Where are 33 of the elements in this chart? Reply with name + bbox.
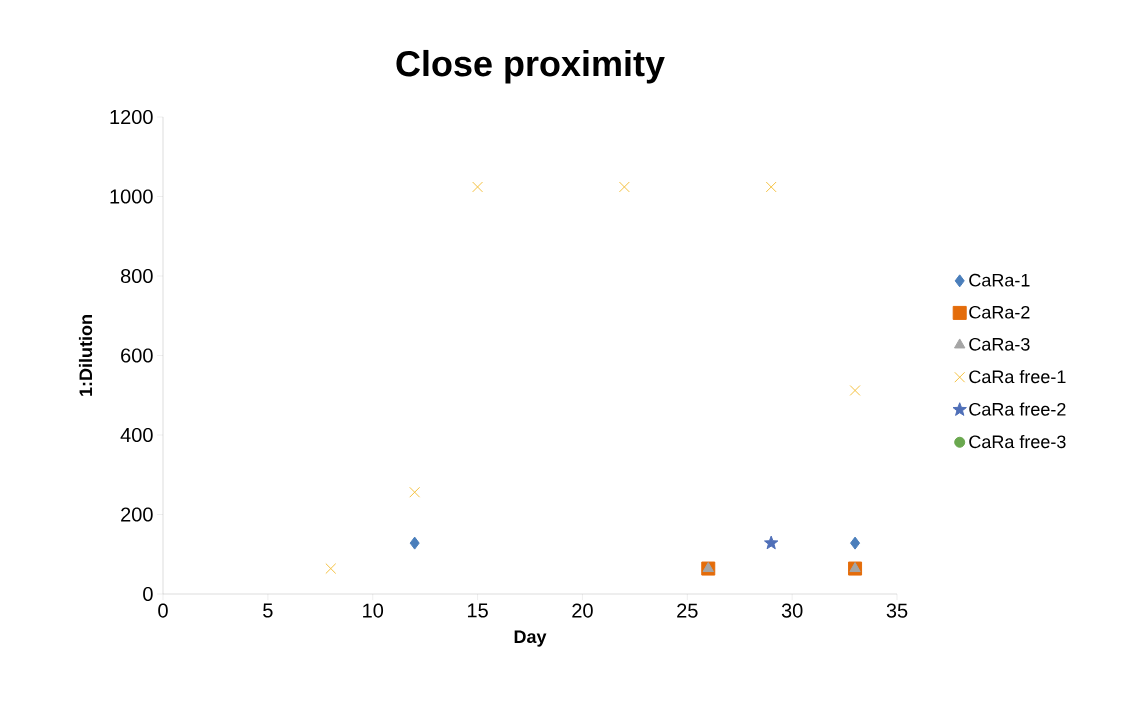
y-tick-label: 600 <box>121 348 153 363</box>
y-axis-title: 1:Dilution <box>78 315 93 396</box>
y-tick-label: 200 <box>121 507 153 522</box>
point <box>765 181 777 193</box>
y-tick-label: 0 <box>143 586 153 602</box>
point <box>472 181 484 193</box>
x-tick-label: 35 <box>886 603 908 618</box>
legend-label: CaRa-3 <box>969 337 1030 351</box>
point <box>409 486 421 498</box>
chart-title: Close proximity <box>396 49 665 84</box>
x-tick-label: 5 <box>263 603 273 618</box>
point <box>764 535 779 550</box>
x-tick-label: 20 <box>572 603 593 618</box>
x-tick-label: 30 <box>781 603 803 618</box>
point <box>325 563 337 575</box>
legend-label: CaRa-1 <box>969 273 1030 287</box>
point <box>409 536 420 550</box>
x-axis-title: Day <box>514 630 547 647</box>
legend-label: CaRa free-1 <box>969 369 1066 384</box>
y-tick-label: 400 <box>120 427 153 443</box>
point <box>618 181 630 193</box>
x-tick-label: 15 <box>467 603 488 618</box>
x-tick-label: 10 <box>363 603 384 618</box>
y-tick-label: 1200 <box>110 109 153 125</box>
point <box>850 536 861 550</box>
legend-label: CaRa-2 <box>969 305 1030 319</box>
x-tick-label: 25 <box>677 603 698 618</box>
point <box>849 385 861 396</box>
y-tick-label: 1000 <box>110 189 153 204</box>
legend-label: CaRa free-2 <box>969 402 1066 416</box>
x-tick-label: 0 <box>158 603 168 618</box>
legend-label: CaRa free-3 <box>969 434 1066 449</box>
y-tick-label: 800 <box>120 268 153 284</box>
